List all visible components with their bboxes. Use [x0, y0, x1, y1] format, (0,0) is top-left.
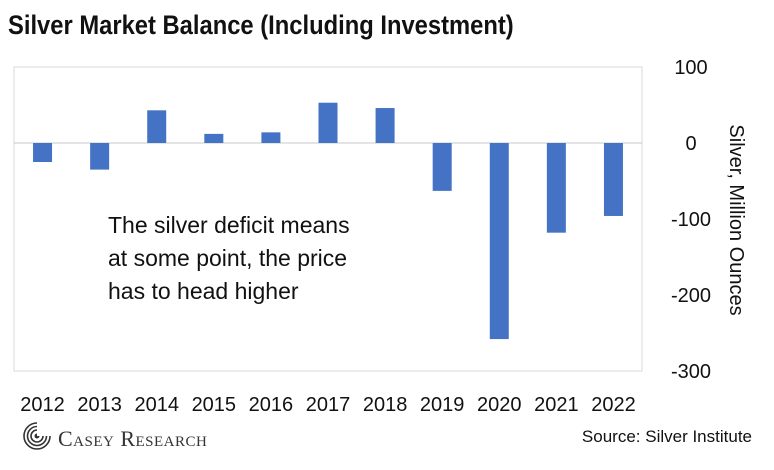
y-axis-title: Silver, Million Ounces [725, 124, 747, 315]
logo-text: Casey Research [58, 425, 208, 451]
bar-2013 [90, 143, 110, 170]
casey-research-logo: Casey Research [22, 421, 207, 456]
x-tick-label: 2014 [134, 394, 179, 416]
annotation-line-2: at some point, the price [108, 245, 347, 271]
x-tick-label: 2012 [20, 394, 65, 416]
x-tick-label: 2013 [77, 394, 122, 416]
x-axis-labels: 2012 2013 2014 2015 2016 2017 2018 2019 2020 2021… [20, 394, 635, 416]
x-tick-label: 2017 [306, 394, 351, 416]
y-axis-labels: 100 0 -100 -200 -300 [671, 57, 711, 383]
x-tick-label: 2018 [363, 394, 408, 416]
bar-2022 [603, 143, 623, 216]
bar-2019 [432, 143, 452, 191]
swirl-logo-icon [22, 421, 52, 456]
chart-title: Silver Market Balance (Including Investm… [8, 10, 514, 40]
x-tick-label: 2022 [591, 394, 636, 416]
x-tick-label: 2019 [420, 394, 465, 416]
bar-2017 [318, 102, 338, 143]
y-tick-label: -100 [671, 209, 711, 231]
bar-2012 [33, 143, 53, 162]
plot-area-border [13, 66, 643, 372]
bars-group [33, 102, 623, 340]
x-tick-label: 2020 [477, 394, 522, 416]
x-tick-label: 2015 [192, 394, 237, 416]
x-tick-label: 2021 [534, 394, 579, 416]
bar-2021 [546, 143, 566, 233]
y-tick-label: -300 [671, 361, 711, 383]
bar-2020 [489, 143, 509, 340]
annotation-line-1: The silver deficit means [108, 212, 350, 238]
y-tick-label: -200 [671, 285, 711, 307]
bar-2015 [204, 133, 224, 143]
y-tick-label: 0 [685, 133, 696, 155]
bar-2018 [375, 108, 395, 143]
x-tick-label: 2016 [249, 394, 294, 416]
bar-2016 [261, 132, 281, 143]
source-note: Source: Silver Institute [581, 427, 752, 446]
y-tick-label: 100 [674, 57, 707, 79]
annotation-line-3: has to head higher [108, 278, 299, 304]
bar-2014 [147, 110, 167, 143]
